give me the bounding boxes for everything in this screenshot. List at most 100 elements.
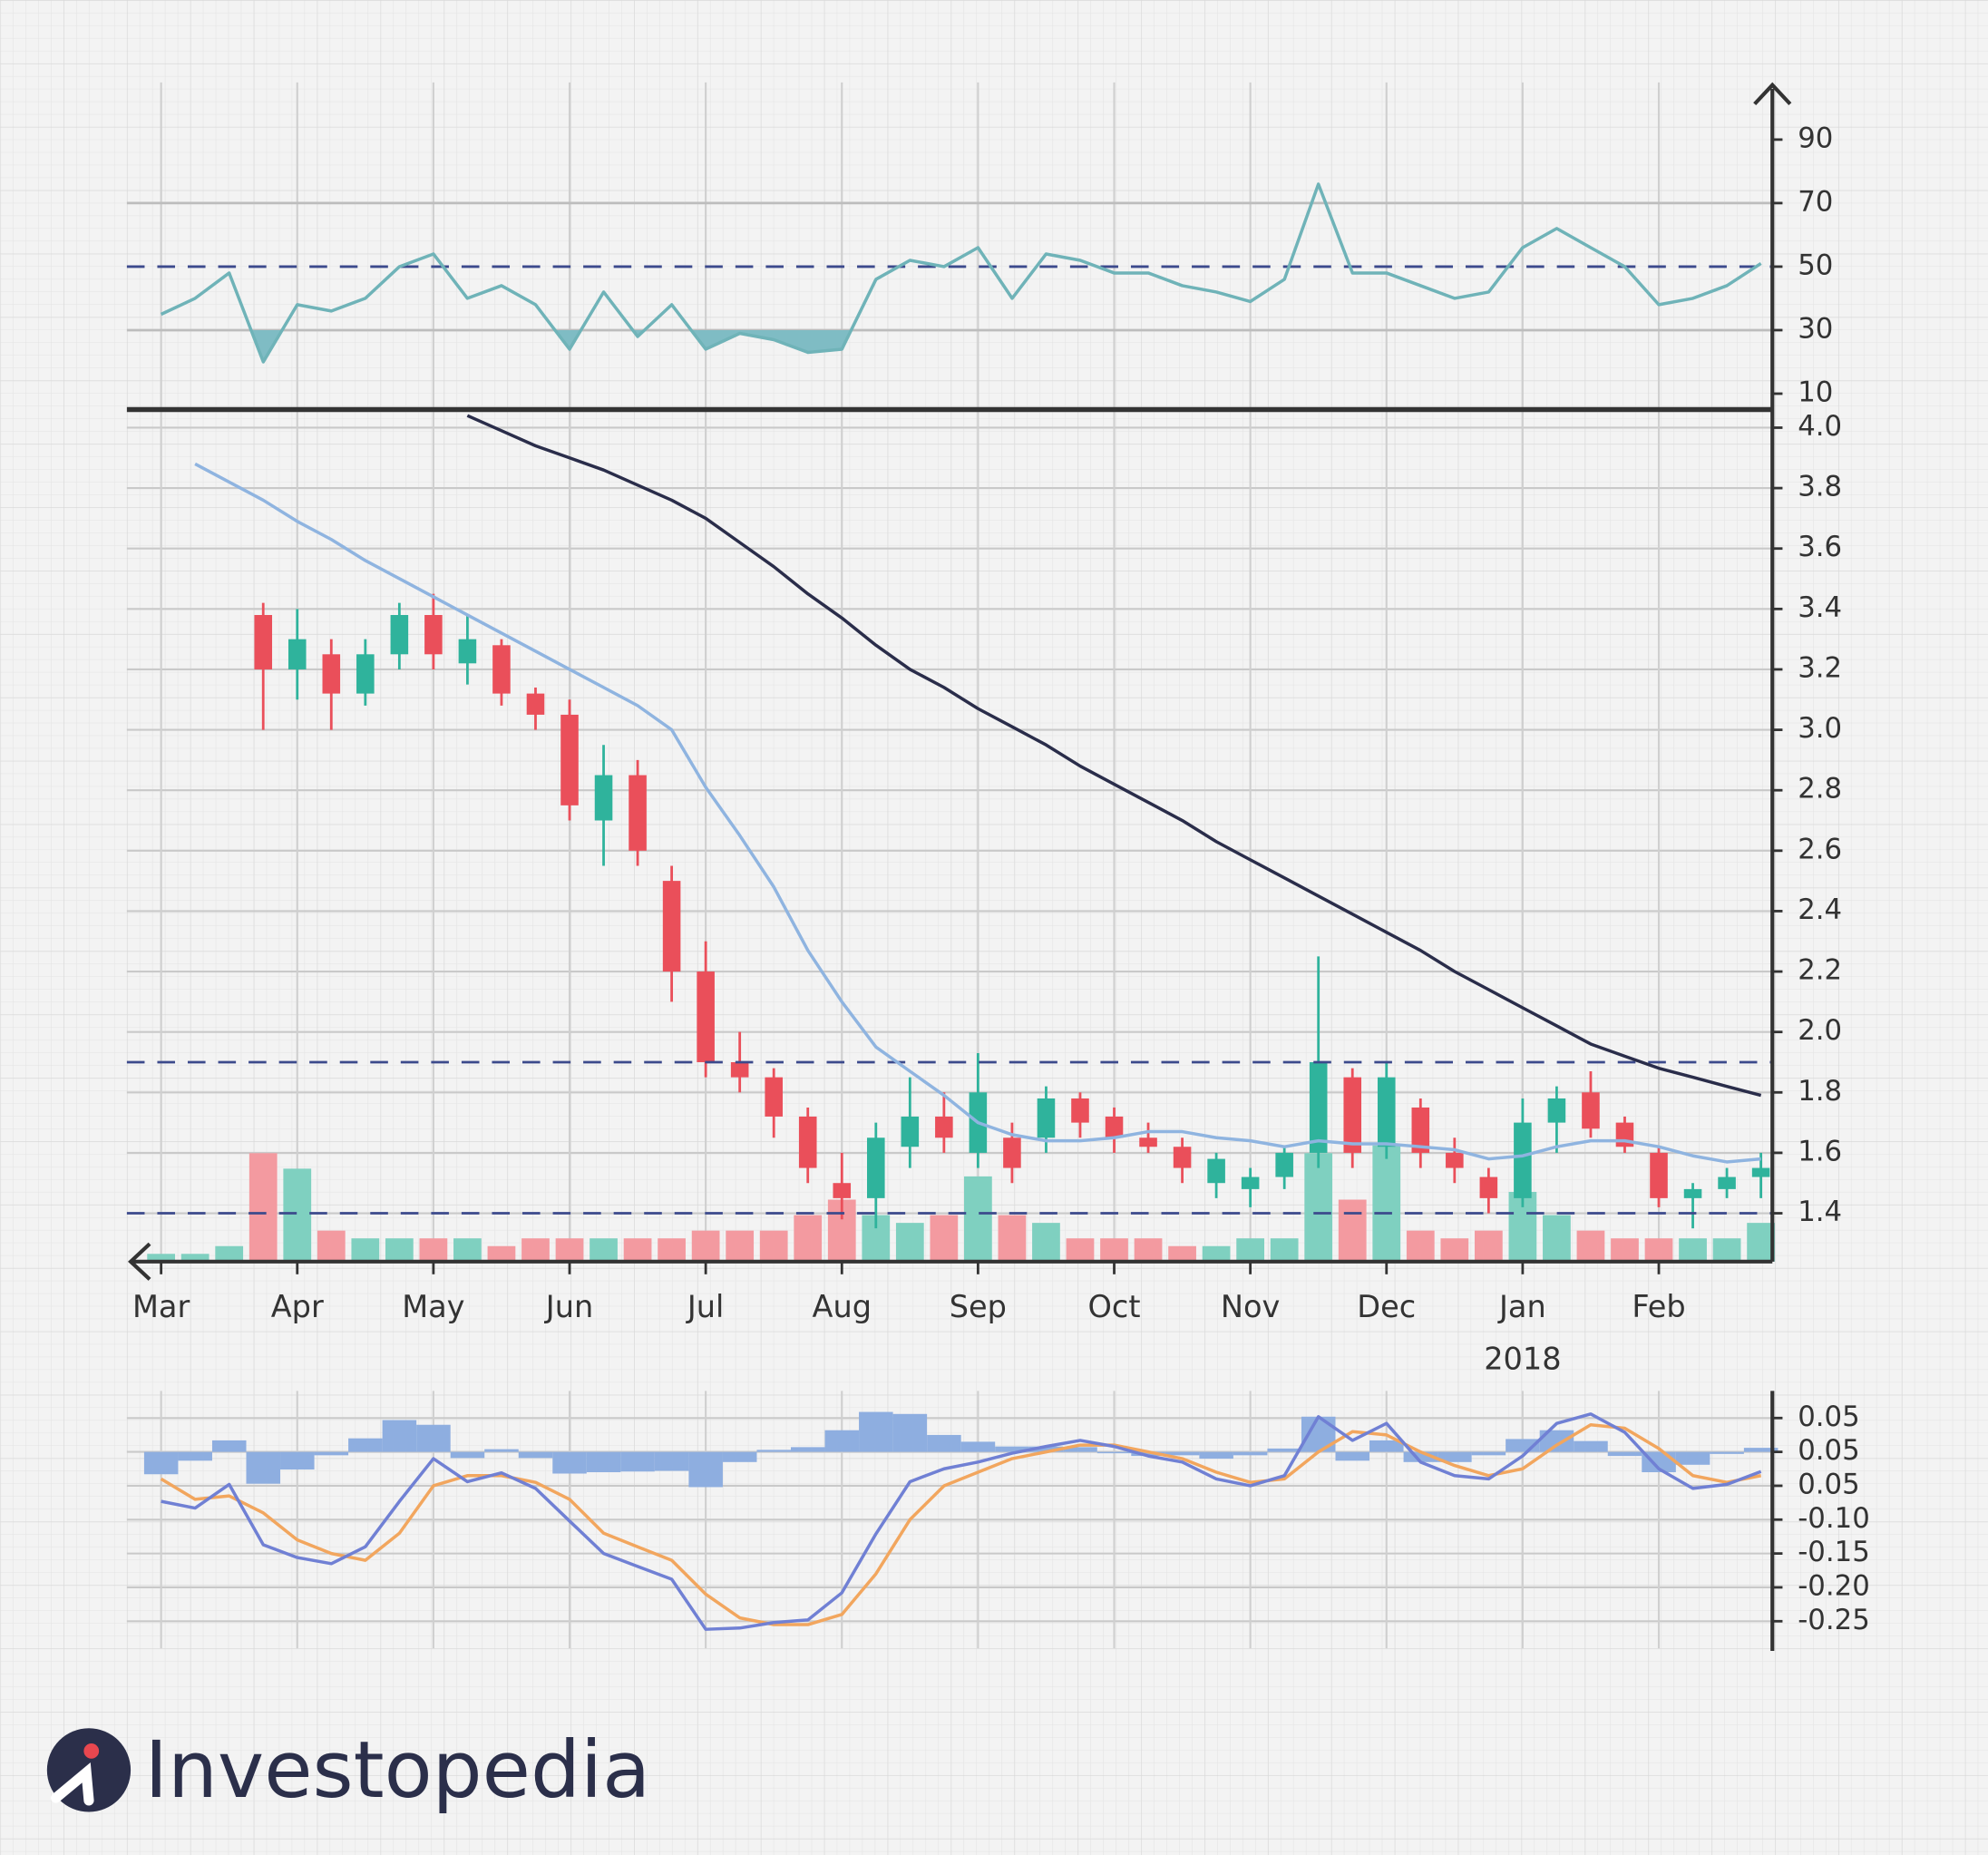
- x-tick-label: Jan: [1497, 1289, 1546, 1324]
- y-tick-label: 2.0: [1798, 1014, 1842, 1047]
- histogram-bar: [1063, 1447, 1097, 1452]
- candle-body: [1139, 1137, 1157, 1147]
- candle-body: [287, 639, 307, 669]
- candle-body: [1173, 1147, 1192, 1168]
- y-tick-label: 30: [1798, 312, 1833, 345]
- candle-body: [730, 1061, 749, 1078]
- volume-bar: [1236, 1238, 1265, 1262]
- volume-bar: [623, 1238, 652, 1262]
- histogram-bar: [722, 1451, 757, 1462]
- volume-bar: [1644, 1238, 1673, 1262]
- histogram-bar: [1743, 1448, 1778, 1452]
- brand-name: Investopedia: [144, 1725, 650, 1816]
- axis-arrow: [1753, 82, 1792, 106]
- volume-bar: [759, 1230, 788, 1262]
- histogram-bar: [1369, 1440, 1404, 1452]
- candle-body: [254, 614, 273, 669]
- histogram-bar: [143, 1451, 179, 1475]
- volume-bar: [1304, 1153, 1333, 1262]
- volume-bar: [964, 1176, 992, 1262]
- candle-body: [1309, 1061, 1328, 1153]
- histogram-bar: [1710, 1451, 1744, 1454]
- volume-bar: [691, 1230, 720, 1262]
- histogram-bar: [892, 1413, 928, 1452]
- candle-body: [356, 654, 375, 694]
- candle-body: [1241, 1176, 1260, 1189]
- histogram-bar: [518, 1451, 553, 1459]
- candle-body: [629, 775, 647, 851]
- candle-body: [1377, 1077, 1396, 1147]
- y-tick-label: 4.0: [1798, 410, 1842, 443]
- histogram-bar: [1437, 1451, 1472, 1462]
- volume-bar: [283, 1168, 312, 1262]
- logo-swoosh: [51, 1762, 94, 1806]
- candle-body: [833, 1183, 852, 1198]
- y-tick-label: 3.8: [1798, 471, 1842, 503]
- volume-bar: [726, 1230, 755, 1262]
- y-tick-label: 3.4: [1798, 591, 1842, 624]
- candle-body: [697, 971, 715, 1062]
- histogram-bar: [586, 1451, 621, 1473]
- histogram-bar: [416, 1424, 451, 1452]
- axes-layer: 10 30 50 70 90 1.4 1.6 1.8 2.0 2.2 2.4 2.6 2.8 3.0 3.2…: [126, 82, 1870, 1651]
- series-line: [466, 414, 1762, 1098]
- x-tick-label: Aug: [813, 1289, 872, 1324]
- volume-bar: [658, 1238, 686, 1262]
- y-tick-label: 3.2: [1798, 651, 1842, 684]
- volume-bar: [1202, 1245, 1231, 1262]
- histogram-bar: [280, 1451, 315, 1470]
- volume-bar: [351, 1238, 380, 1262]
- y-tick-label: 70: [1798, 185, 1833, 218]
- histogram-bar: [1403, 1451, 1438, 1462]
- histogram-bar: [1607, 1451, 1642, 1457]
- logo-dot: [83, 1743, 100, 1759]
- histogram-bar: [1267, 1448, 1301, 1452]
- y-tick-label: 10: [1798, 376, 1833, 408]
- volume-bar: [385, 1238, 414, 1262]
- y-tick-label: 90: [1798, 122, 1833, 154]
- x-tick-label: Nov: [1221, 1289, 1280, 1324]
- candle-body: [1343, 1077, 1362, 1153]
- volume-bar: [1747, 1223, 1775, 1262]
- histogram-bar: [178, 1451, 212, 1461]
- histogram-bar: [791, 1447, 825, 1452]
- series-line: [160, 182, 1762, 364]
- histogram-bar: [824, 1430, 860, 1452]
- histogram-bar: [1233, 1451, 1268, 1456]
- candle-body: [1105, 1116, 1124, 1138]
- y-tick-label: 1.6: [1798, 1135, 1842, 1167]
- candle-body: [1071, 1098, 1089, 1123]
- x-tick-label: Mar: [132, 1289, 190, 1324]
- histogram-bar: [314, 1451, 349, 1456]
- histogram-bar: [1131, 1451, 1165, 1457]
- y-tick-label: 1.8: [1798, 1075, 1842, 1108]
- x-tick-label: Dec: [1357, 1289, 1416, 1324]
- x-tick-label: Apr: [271, 1289, 324, 1324]
- histogram-bar: [1574, 1440, 1608, 1452]
- y-tick-label: -0.20: [1798, 1569, 1870, 1602]
- y-tick-label: 50: [1798, 249, 1833, 281]
- volume-bar: [180, 1254, 210, 1262]
- candle-body: [560, 714, 579, 805]
- candle-body: [1718, 1176, 1736, 1189]
- logo: Investopedia: [46, 1725, 650, 1816]
- volume-bar: [1100, 1238, 1128, 1262]
- volume-bar: [248, 1153, 278, 1262]
- y-tick-label: -0.25: [1798, 1604, 1870, 1636]
- x-tick-label: Feb: [1632, 1289, 1685, 1324]
- volume-bar: [521, 1238, 550, 1262]
- x-tick-label: Oct: [1088, 1289, 1141, 1324]
- histogram-bar: [1028, 1446, 1064, 1452]
- volume-bar: [1679, 1238, 1707, 1262]
- histogram-bar: [552, 1451, 587, 1474]
- candle-body: [1650, 1152, 1668, 1198]
- volume-bar: [794, 1215, 823, 1262]
- candle-body: [662, 881, 681, 972]
- y-tick-label: 3.0: [1798, 712, 1842, 745]
- y-tick-label: 2.4: [1798, 893, 1842, 926]
- histogram-bar: [859, 1411, 893, 1452]
- volume-bar: [590, 1238, 618, 1262]
- volume-bar: [1474, 1230, 1503, 1262]
